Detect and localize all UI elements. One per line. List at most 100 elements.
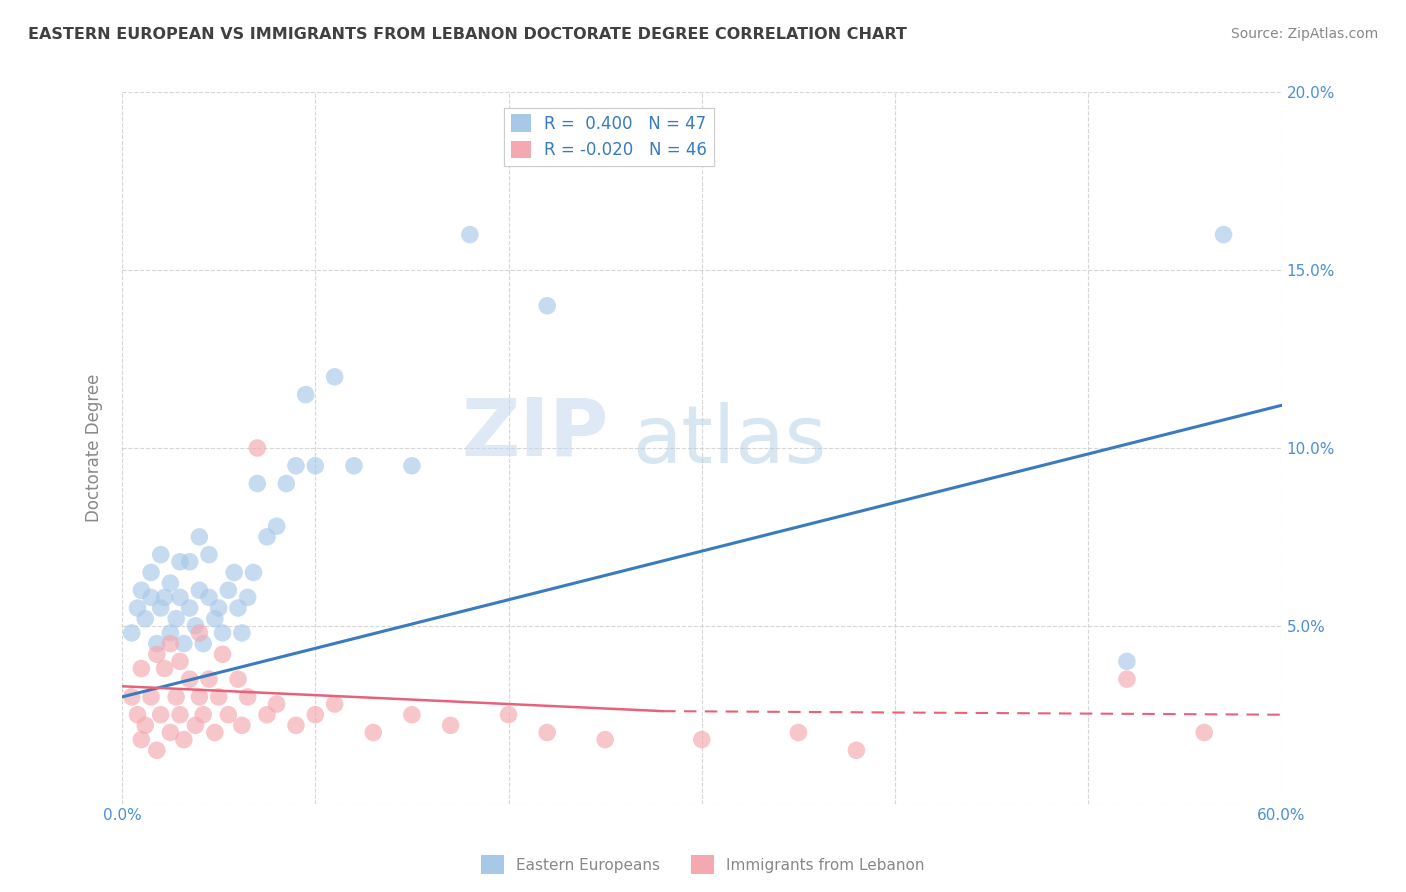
Point	[1116, 654, 1139, 668]
Point	[593, 732, 616, 747]
Point	[217, 583, 239, 598]
Point	[149, 707, 172, 722]
Point	[179, 555, 201, 569]
Point	[266, 697, 288, 711]
Point	[188, 530, 211, 544]
Point	[159, 626, 181, 640]
Point	[121, 626, 143, 640]
Point	[149, 601, 172, 615]
Point	[224, 566, 246, 580]
Point	[236, 591, 259, 605]
Point	[188, 583, 211, 598]
Point	[323, 369, 346, 384]
Point	[146, 637, 169, 651]
Text: EASTERN EUROPEAN VS IMMIGRANTS FROM LEBANON DOCTORATE DEGREE CORRELATION CHART: EASTERN EUROPEAN VS IMMIGRANTS FROM LEBA…	[28, 27, 907, 42]
Y-axis label: Doctorate Degree: Doctorate Degree	[86, 374, 103, 522]
Point	[231, 626, 253, 640]
Point	[276, 476, 298, 491]
Point	[498, 707, 520, 722]
Point	[256, 707, 278, 722]
Point	[153, 591, 176, 605]
Point	[159, 637, 181, 651]
Point	[179, 601, 201, 615]
Point	[266, 519, 288, 533]
Text: ZIP: ZIP	[461, 395, 609, 473]
Point	[169, 707, 191, 722]
Point	[139, 690, 162, 704]
Point	[536, 299, 558, 313]
Point	[134, 718, 156, 732]
Point	[439, 718, 461, 732]
Point	[1212, 227, 1234, 242]
Point	[1116, 672, 1139, 686]
Point	[536, 725, 558, 739]
Text: Source: ZipAtlas.com: Source: ZipAtlas.com	[1230, 27, 1378, 41]
Point	[401, 707, 423, 722]
Point	[208, 601, 231, 615]
Point	[165, 690, 187, 704]
Point	[285, 458, 308, 473]
Point	[127, 601, 149, 615]
Point	[131, 732, 153, 747]
Point	[304, 707, 326, 722]
Point	[184, 619, 207, 633]
Point	[236, 690, 259, 704]
Point	[231, 718, 253, 732]
Point	[153, 661, 176, 675]
Point	[121, 690, 143, 704]
Point	[134, 612, 156, 626]
Point	[198, 672, 221, 686]
Point	[787, 725, 810, 739]
Point	[458, 227, 481, 242]
Point	[131, 661, 153, 675]
Point	[188, 626, 211, 640]
Point	[169, 555, 191, 569]
Legend: Eastern Europeans, Immigrants from Lebanon: Eastern Europeans, Immigrants from Leban…	[475, 849, 931, 880]
Point	[146, 743, 169, 757]
Point	[208, 690, 231, 704]
Point	[323, 697, 346, 711]
Point	[198, 591, 221, 605]
Point	[246, 441, 269, 455]
Point	[131, 583, 153, 598]
Point	[285, 718, 308, 732]
Point	[242, 566, 264, 580]
Point	[169, 654, 191, 668]
Legend: R =  0.400   N = 47, R = -0.020   N = 46: R = 0.400 N = 47, R = -0.020 N = 46	[505, 108, 714, 166]
Point	[159, 576, 181, 591]
Point	[226, 672, 249, 686]
Point	[246, 476, 269, 491]
Point	[401, 458, 423, 473]
Point	[198, 548, 221, 562]
Point	[226, 601, 249, 615]
Point	[361, 725, 384, 739]
Point	[139, 591, 162, 605]
Point	[204, 612, 226, 626]
Point	[193, 707, 215, 722]
Point	[149, 548, 172, 562]
Point	[343, 458, 366, 473]
Point	[690, 732, 713, 747]
Point	[294, 387, 316, 401]
Point	[173, 637, 195, 651]
Point	[304, 458, 326, 473]
Point	[184, 718, 207, 732]
Point	[179, 672, 201, 686]
Point	[139, 566, 162, 580]
Point	[159, 725, 181, 739]
Point	[256, 530, 278, 544]
Point	[173, 732, 195, 747]
Point	[845, 743, 868, 757]
Point	[127, 707, 149, 722]
Point	[217, 707, 239, 722]
Text: atlas: atlas	[633, 402, 827, 480]
Point	[1192, 725, 1215, 739]
Point	[188, 690, 211, 704]
Point	[204, 725, 226, 739]
Point	[211, 647, 233, 661]
Point	[165, 612, 187, 626]
Point	[169, 591, 191, 605]
Point	[146, 647, 169, 661]
Point	[193, 637, 215, 651]
Point	[211, 626, 233, 640]
